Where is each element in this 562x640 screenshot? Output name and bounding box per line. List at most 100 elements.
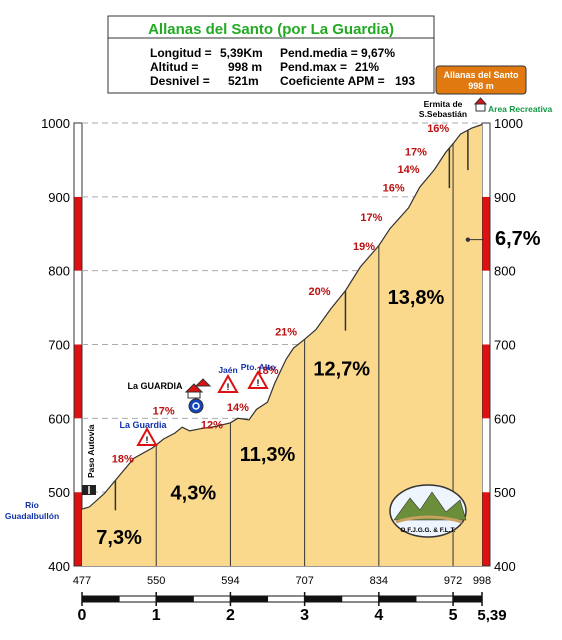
y-tick-label-right: 900 (494, 190, 516, 205)
distance-tick-label: 1 (152, 607, 161, 624)
segment-base-altitude: 972 (444, 575, 462, 587)
scale-bar-dark (378, 596, 416, 602)
distance-tick-label: 2 (226, 607, 235, 624)
scale-bar-light (415, 595, 454, 603)
partial-grade-label: 17% (360, 212, 382, 224)
place-la-guardia-blue: La Guardia (119, 420, 167, 430)
logo-mountains-icon (393, 491, 467, 521)
partial-grade-label: 14% (398, 164, 420, 176)
y-tick-label-left: 500 (48, 485, 70, 500)
y-tick-label-right: 600 (494, 411, 516, 426)
partial-grade-label: 16% (383, 183, 405, 195)
partial-grade-label: 17% (405, 146, 427, 158)
segment-base-altitude: 594 (221, 575, 239, 587)
scale-bar-dark (230, 596, 268, 602)
scale-bar-dark (82, 596, 120, 602)
segment-base-altitude: 834 (370, 575, 388, 587)
axes: 400 400 500 500 600 600 700 700 800 800 900 900 1000… (41, 116, 523, 574)
segment-grade-label: 12,7% (313, 359, 370, 381)
partial-grade-label: 17% (153, 406, 175, 418)
warning-sign-icon-jaen (217, 373, 239, 393)
summit-sign-name: Allanas del Santo (443, 70, 519, 80)
stat-desnivel-value: 521m (228, 74, 259, 88)
stats-right: Pend.media = 9,67% Pend.max = 21% Coefic… (280, 46, 415, 88)
segment-base-altitude: 707 (295, 575, 313, 587)
segment-grade-label: 11,3% (240, 444, 296, 466)
stat-longitud-label: Longitud = (150, 46, 212, 60)
stat-pend-media-label: Pend.media = (280, 46, 358, 60)
place-ermita-line2: S.Sebastián (419, 109, 467, 119)
segment-lines: 477 7,3% 550 4,3% 594 11,3% 707 12,7% 834 13,8% 97… (73, 130, 541, 587)
warning-sign-icon-pto-alto (247, 369, 269, 389)
segment-base-altitude: 477 (73, 575, 91, 587)
logo-text: O.F.J.G.G. & F.L.T. (400, 527, 455, 534)
end-base-altitude: 998 (473, 575, 491, 587)
village-icon-house (187, 391, 201, 399)
y-tick-label-left: 900 (48, 190, 70, 205)
last-grade-dot (465, 237, 471, 242)
segment-grade-label: 4,3% (171, 483, 217, 505)
right-axis-band (482, 196, 490, 271)
profile-line (81, 123, 483, 510)
stat-desnivel-label: Desnivel = (150, 74, 210, 88)
place-rio-line1: Río (25, 500, 39, 510)
stat-pend-max-label: Pend.max = (280, 60, 347, 74)
place-pto-alto: Pto. Alto (241, 362, 276, 372)
roundabout-icon-ring (192, 402, 200, 410)
stat-pend-max-value: 21% (355, 60, 379, 74)
y-tick-label-right: 700 (494, 338, 516, 353)
right-axis-band (482, 123, 490, 197)
place-paso-autovia: Paso Autovía (86, 424, 96, 478)
partial-grade-label: 19% (353, 241, 375, 253)
stat-apm-label: Coeficiente APM = (280, 74, 385, 88)
distance-tick-label: 5 (449, 607, 458, 624)
left-axis-band (74, 492, 82, 566)
stat-longitud-value: 5,39Km (220, 46, 263, 60)
segment-grade-label: 13,8% (388, 287, 445, 309)
distance-tick-label: 4 (374, 607, 383, 624)
stat-altitud-value: 998 m (228, 60, 262, 74)
stat-apm-value: 193 (395, 74, 415, 88)
place-ermita-line1: Ermita de (424, 99, 463, 109)
y-tick-label-left: 1000 (41, 116, 70, 131)
village-icon-roof-2 (194, 378, 212, 387)
left-axis-band (74, 270, 82, 345)
last-segment-grade: 6,7% (495, 228, 541, 250)
partial-grade-label: 14% (227, 402, 249, 414)
place-la-guardia: La GUARDIA (127, 381, 183, 391)
chart-title: Allanas del Santo (por La Guardia) (148, 21, 394, 38)
right-axis-band (482, 418, 490, 493)
stat-altitud-label: Altitud = (150, 60, 198, 74)
place-area-recreativa: Area Recreativa (488, 104, 553, 114)
place-rio-line2: Guadalbullón (5, 511, 59, 521)
distance-scale: 0 1 2 3 4 5 5,39 (78, 592, 507, 624)
grade-labels: 18%17%12%14%18%21%20%19%17%16%14%17%16% (112, 123, 450, 466)
left-axis-band (74, 196, 82, 271)
right-axis-band (482, 344, 490, 419)
scale-bar-light (267, 595, 306, 603)
left-axis-band (74, 418, 82, 493)
segment-base-altitude: 550 (147, 575, 165, 587)
distance-end-label: 5,39 (477, 607, 506, 624)
stat-pend-media-value: 9,67% (361, 46, 395, 60)
y-tick-label-left: 800 (48, 264, 70, 279)
partial-grade-label: 20% (308, 286, 330, 298)
distance-tick-label: 0 (78, 607, 87, 624)
area-recreativa-icon (475, 103, 486, 112)
partial-grade-label: 21% (275, 327, 297, 339)
header-box: Allanas del Santo (por La Guardia) Longi… (107, 15, 435, 94)
partial-grade-label: 12% (201, 420, 223, 432)
scale-bar-light (118, 595, 157, 603)
profile-fill (82, 124, 482, 566)
distance-tick-label: 3 (300, 607, 309, 624)
right-axis-band (482, 270, 490, 345)
left-axis-band (74, 123, 82, 197)
y-tick-label-right: 400 (494, 559, 516, 574)
scale-bar-dark (304, 596, 342, 602)
right-axis-band (482, 492, 490, 566)
logo-road-icon (395, 515, 463, 524)
partial-grade-label: 18% (112, 454, 134, 466)
warning-sign-icon (136, 426, 158, 446)
